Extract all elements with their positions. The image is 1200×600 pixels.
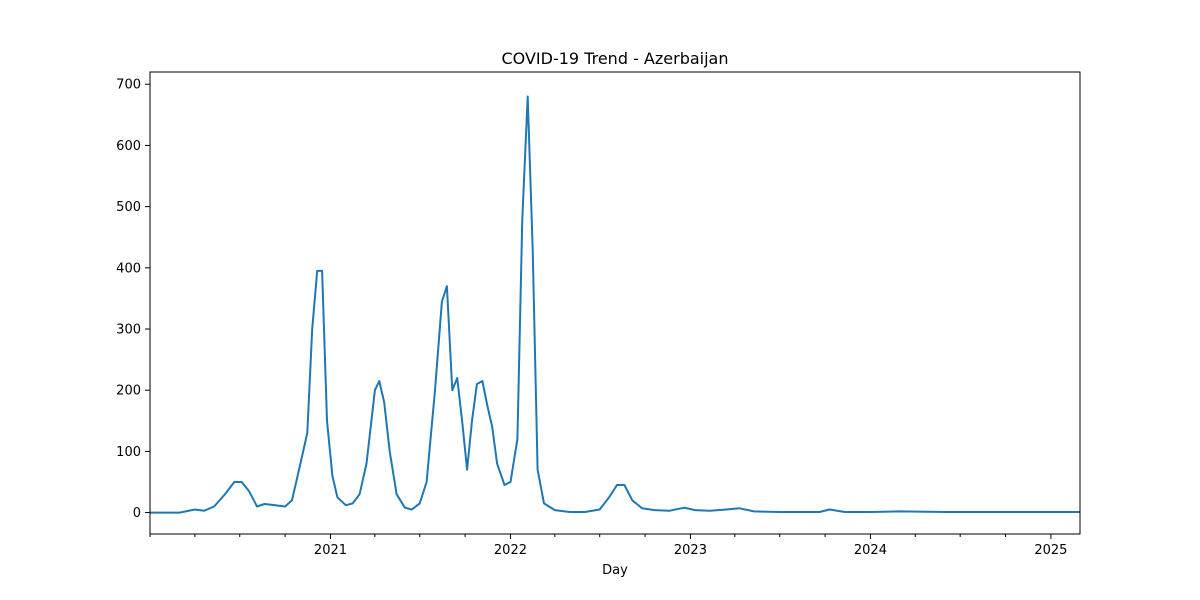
y-tick-label: 100	[116, 445, 141, 460]
chart-title: COVID-19 Trend - Azerbaijan	[502, 49, 729, 68]
x-tick-label: 2022	[494, 543, 527, 558]
y-axis-ticks: 0 100 200 300 400 500 600 700	[116, 78, 150, 521]
y-tick-label: 400	[116, 261, 141, 276]
y-tick-label: 600	[116, 139, 141, 154]
y-tick-label: 500	[116, 200, 141, 215]
y-tick-label: 0	[133, 506, 141, 521]
x-tick-label: 2024	[854, 543, 887, 558]
y-tick-label: 200	[116, 384, 141, 399]
plot-area-frame	[149, 71, 1081, 535]
x-tick-label: 2023	[674, 543, 707, 558]
series-line	[150, 95, 1080, 514]
x-axis-ticks: 2021 2022 2023 2024 2025	[149, 534, 1067, 558]
y-tick-label: 700	[116, 78, 141, 93]
x-tick-label: 2021	[314, 543, 347, 558]
y-tick-label: 300	[116, 323, 141, 338]
x-axis-label: Day	[602, 563, 628, 578]
x-tick-label: 2025	[1034, 543, 1067, 558]
